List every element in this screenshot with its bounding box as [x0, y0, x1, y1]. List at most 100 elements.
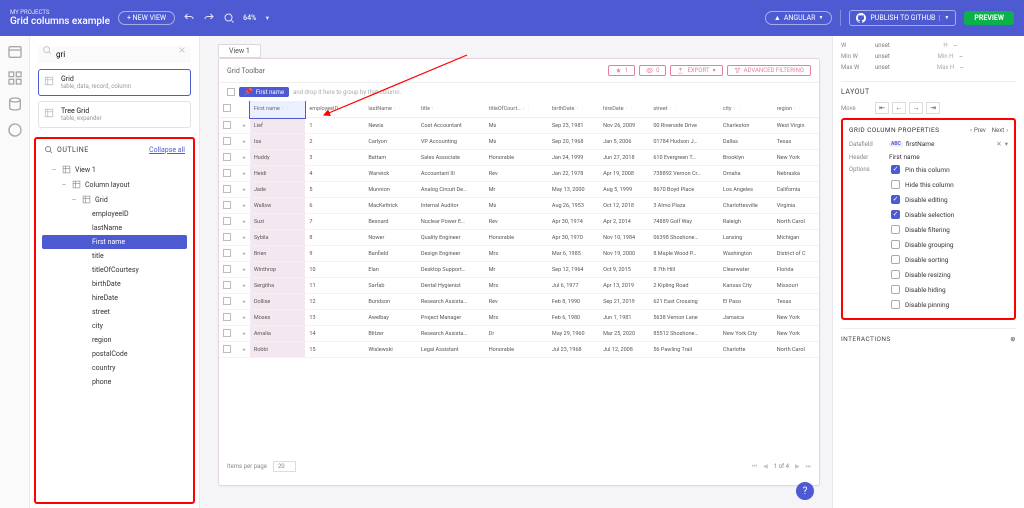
- tree-node[interactable]: city: [42, 319, 187, 333]
- grid-row[interactable]: ▸Amalia14BlitzerResearch Assista…DrMay 2…: [219, 326, 819, 342]
- grid-row[interactable]: ▸Sergitha11SarfabDental HygienistMrsJul …: [219, 278, 819, 294]
- checkbox[interactable]: [891, 165, 900, 174]
- advanced-filter-button[interactable]: ADVANCED FILTERING: [727, 65, 811, 76]
- move-last-button[interactable]: ⇥: [926, 102, 940, 114]
- grid-header[interactable]: [239, 101, 250, 118]
- column-option[interactable]: Disable grouping: [849, 237, 1008, 252]
- publish-github-button[interactable]: PUBLISH TO GITHUB ▼: [849, 10, 956, 26]
- add-interaction-icon[interactable]: ⊕: [1010, 335, 1016, 343]
- pager-prev-icon[interactable]: ◀: [763, 463, 768, 470]
- checkbox[interactable]: [891, 270, 900, 279]
- grid-component[interactable]: Grid Toolbar 1 0 EXPORT ▾ ADVANCED FILTE…: [218, 58, 820, 486]
- column-option[interactable]: Disable resizing: [849, 267, 1008, 282]
- checkbox[interactable]: [891, 300, 900, 309]
- tree-node[interactable]: titleOfCourtesy: [42, 263, 187, 277]
- move-left-button[interactable]: ←: [892, 102, 906, 114]
- pinned-count-button[interactable]: 1: [608, 65, 635, 76]
- grid-row[interactable]: ▸Brien9BanfieldDesign EngineerMrsMar 6, …: [219, 246, 819, 262]
- clear-datafield-icon[interactable]: ✕: [996, 140, 1001, 148]
- column-option[interactable]: Disable editing: [849, 192, 1008, 207]
- tree-node[interactable]: region: [42, 333, 187, 347]
- move-right-button[interactable]: →: [909, 102, 923, 114]
- pager-last-icon[interactable]: ⏭: [806, 463, 811, 471]
- grid-row[interactable]: ▸Winthrop10ElanDesktop Support…MrSep 12,…: [219, 262, 819, 278]
- grid-header[interactable]: First name ↑ ⋮: [250, 101, 306, 118]
- move-first-button[interactable]: ⇤: [875, 102, 889, 114]
- tree-node[interactable]: –Column layout: [42, 177, 187, 192]
- page-size-select[interactable]: 20: [273, 461, 296, 472]
- next-column-button[interactable]: Next ›: [992, 127, 1008, 134]
- data-grid[interactable]: First name ↑ ⋮employeeID ↑ ⋮lastName ↑ ⋮…: [219, 101, 819, 358]
- checkbox[interactable]: [891, 255, 900, 264]
- framework-select[interactable]: ▲ ANGULAR ▼: [765, 11, 832, 25]
- rail-theme-icon[interactable]: [7, 122, 23, 138]
- grid-header[interactable]: lastName ↑ ⋮: [364, 101, 417, 118]
- grid-header[interactable]: title ↑ ⋮: [417, 101, 485, 118]
- checkbox[interactable]: [891, 225, 900, 234]
- grid-header[interactable]: hireDate ↑ ⋮: [599, 101, 649, 118]
- tree-node[interactable]: birthDate: [42, 277, 187, 291]
- grid-row[interactable]: ▸Sybila8NowerQuality EngineerHonorableAp…: [219, 230, 819, 246]
- datafield-dropdown-icon[interactable]: ▾: [1005, 140, 1008, 148]
- grid-row[interactable]: ▸Dollise12BuridsonResearch Assista…RevFe…: [219, 294, 819, 310]
- column-option[interactable]: Hide this column: [849, 177, 1008, 192]
- grid-row[interactable]: ▸Huddy3BattamSales AssociateHonorableJan…: [219, 150, 819, 166]
- tree-node[interactable]: –Grid: [42, 192, 187, 207]
- grid-header[interactable]: titleOfCourt… ↑ ⋮: [485, 101, 548, 118]
- tree-node[interactable]: country: [42, 361, 187, 375]
- zoom-level[interactable]: 64%: [243, 14, 256, 22]
- column-option[interactable]: Disable filtering: [849, 222, 1008, 237]
- grid-row[interactable]: ▸Suzi7BesnardNuclear Power E…RevApr 30, …: [219, 214, 819, 230]
- tree-node[interactable]: –View 1: [42, 162, 187, 177]
- grid-row[interactable]: ▸Moses13AwelbayProject ManagerMrsFeb 6, …: [219, 310, 819, 326]
- checkbox[interactable]: [891, 210, 900, 219]
- column-option[interactable]: Disable sorting: [849, 252, 1008, 267]
- datafield-value[interactable]: firstName: [906, 140, 935, 148]
- grid-row[interactable]: ▸Wallsw6MacKettrickInternal AuditorMsAug…: [219, 198, 819, 214]
- pager-next-icon[interactable]: ▶: [795, 463, 800, 470]
- tree-node[interactable]: title: [42, 249, 187, 263]
- grouped-field-chip[interactable]: 📌First name: [239, 87, 289, 97]
- tree-node[interactable]: postalCode: [42, 347, 187, 361]
- undo-icon[interactable]: [183, 12, 195, 24]
- checkbox[interactable]: [891, 240, 900, 249]
- zoom-icon[interactable]: [223, 12, 235, 24]
- grid-header[interactable]: employeeID ↑ ⋮: [305, 101, 364, 118]
- rail-data-icon[interactable]: [7, 96, 23, 112]
- checkbox[interactable]: [891, 195, 900, 204]
- grid-row[interactable]: ▸Robbi15WislewskiLegal AssistantHonorabl…: [219, 342, 819, 358]
- view-tab[interactable]: View 1: [218, 44, 261, 58]
- column-option[interactable]: Disable selection: [849, 207, 1008, 222]
- grid-header[interactable]: street ↑ ⋮: [649, 101, 719, 118]
- rail-views-icon[interactable]: [7, 44, 23, 60]
- tree-node[interactable]: lastName: [42, 221, 187, 235]
- preview-button[interactable]: PREVIEW: [964, 11, 1014, 25]
- header-value[interactable]: First name: [889, 153, 1008, 161]
- column-option[interactable]: Disable hiding: [849, 282, 1008, 297]
- grid-header[interactable]: city ↑ ⋮: [719, 101, 773, 118]
- grid-header[interactable]: birthDate ↑ ⋮: [548, 101, 599, 118]
- grid-header[interactable]: region ↑ ⋮: [773, 101, 819, 118]
- tree-node[interactable]: employeeID: [42, 207, 187, 221]
- search-result-card[interactable]: Tree Gridtable, expander: [38, 101, 191, 128]
- export-button[interactable]: EXPORT ▾: [670, 65, 722, 76]
- grid-row[interactable]: ▸Heidi4WarwickAccountant IIIRevJan 22, 1…: [219, 166, 819, 182]
- clear-search-icon[interactable]: [177, 45, 187, 55]
- new-view-button[interactable]: + NEW VIEW: [118, 11, 175, 25]
- group-checkbox[interactable]: [227, 88, 235, 96]
- pager-first-icon[interactable]: ⏮: [752, 463, 757, 471]
- column-option[interactable]: Disable pinning: [849, 297, 1008, 312]
- search-result-card[interactable]: Gridtable, data, record, column: [38, 69, 191, 96]
- hidden-count-button[interactable]: 0: [639, 65, 666, 76]
- grid-header[interactable]: [219, 101, 239, 118]
- prev-column-button[interactable]: ‹ Prev: [970, 127, 986, 134]
- checkbox[interactable]: [891, 285, 900, 294]
- help-fab[interactable]: ?: [796, 482, 814, 500]
- collapse-all-link[interactable]: Collapse all: [149, 146, 185, 154]
- tree-node[interactable]: First name: [42, 235, 187, 249]
- grid-row[interactable]: ▸Lief1NewisCost AccountantMsSep 23, 1981…: [219, 118, 819, 134]
- redo-icon[interactable]: [203, 12, 215, 24]
- tree-node[interactable]: hireDate: [42, 291, 187, 305]
- interactions-section[interactable]: INTERACTIONS ⊕: [841, 328, 1016, 343]
- search-input[interactable]: [38, 46, 191, 63]
